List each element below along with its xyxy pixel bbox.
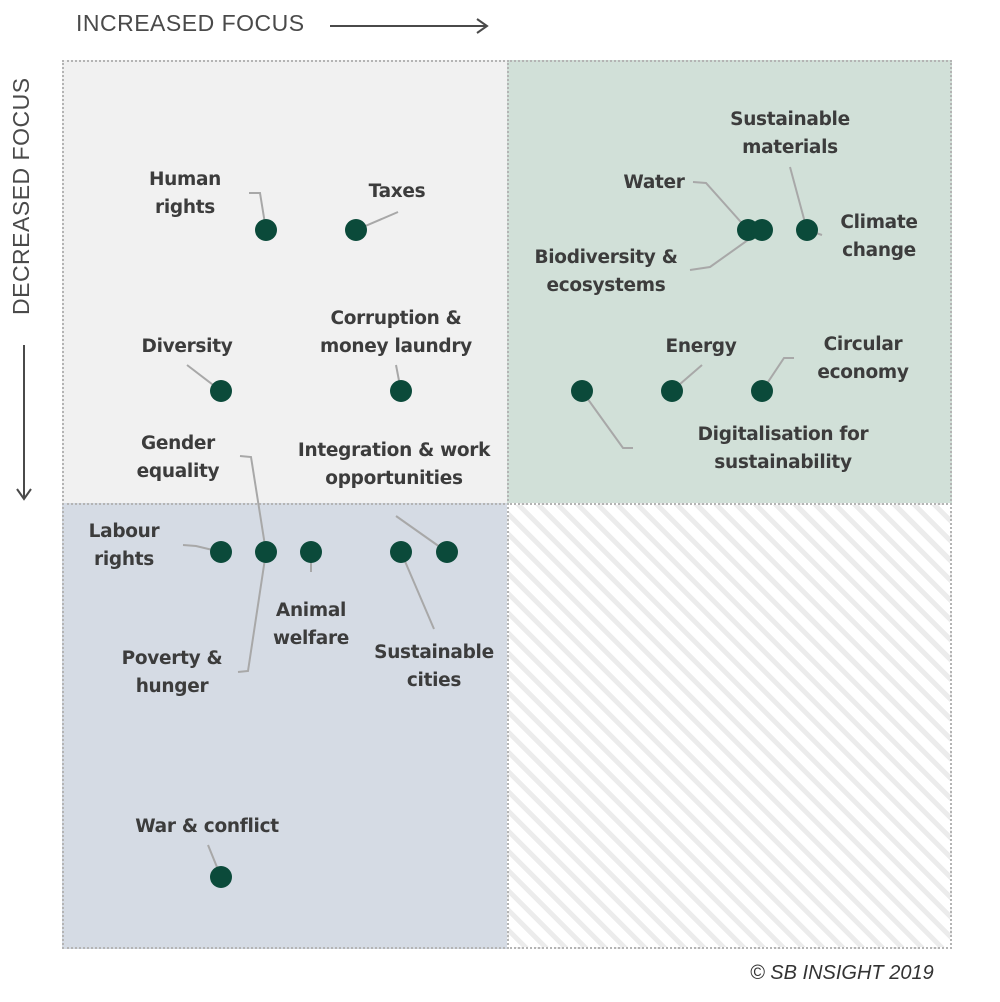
- data-point[interactable]: [210, 380, 232, 402]
- x-axis-title: INCREASED FOCUS: [76, 10, 305, 36]
- quadrant-top-left: [62, 60, 509, 505]
- data-point[interactable]: [751, 219, 773, 241]
- data-point[interactable]: [255, 541, 277, 563]
- data-point[interactable]: [300, 541, 322, 563]
- point-label: Water: [623, 172, 685, 193]
- point-label: Digitalisation for sustainability: [697, 424, 869, 473]
- point-label: Biodiversity & ecosystems: [534, 247, 678, 296]
- data-point[interactable]: [210, 541, 232, 563]
- data-point[interactable]: [661, 380, 683, 402]
- point-label: Climate change: [840, 212, 918, 261]
- point-label: Circular economy: [817, 334, 909, 383]
- point-label: War & conflict: [135, 816, 279, 837]
- quadrant-top-right: [507, 60, 952, 505]
- data-point[interactable]: [210, 866, 232, 888]
- data-point[interactable]: [796, 219, 818, 241]
- point-label: Diversity: [141, 336, 233, 357]
- point-label: Sustainable materials: [730, 109, 850, 158]
- point-label: Labour rights: [88, 521, 160, 570]
- data-point[interactable]: [390, 541, 412, 563]
- point-label: Taxes: [368, 181, 426, 202]
- data-point[interactable]: [751, 380, 773, 402]
- data-point[interactable]: [255, 219, 277, 241]
- copyright-text: © SB INSIGHT 2019: [750, 962, 934, 984]
- right-arrow-icon: [330, 18, 489, 34]
- data-point[interactable]: [571, 380, 593, 402]
- down-arrow-icon: [16, 345, 32, 501]
- point-label: Animal welfare: [272, 600, 350, 649]
- data-point[interactable]: [390, 380, 412, 402]
- y-axis-title: DECREASED FOCUS: [8, 77, 34, 315]
- data-point[interactable]: [436, 541, 458, 563]
- point-label: Poverty & hunger: [121, 648, 223, 697]
- point-label: Sustainable cities: [374, 642, 494, 691]
- point-label: Energy: [665, 336, 737, 357]
- data-point[interactable]: [345, 219, 367, 241]
- point-label: Corruption & money laundry: [320, 308, 472, 357]
- point-label: Human rights: [148, 169, 222, 218]
- point-label: Integration & work opportunities: [297, 440, 491, 489]
- point-label: Gender equality: [136, 433, 220, 482]
- quadrant-bottom-right-hatched: [507, 503, 952, 949]
